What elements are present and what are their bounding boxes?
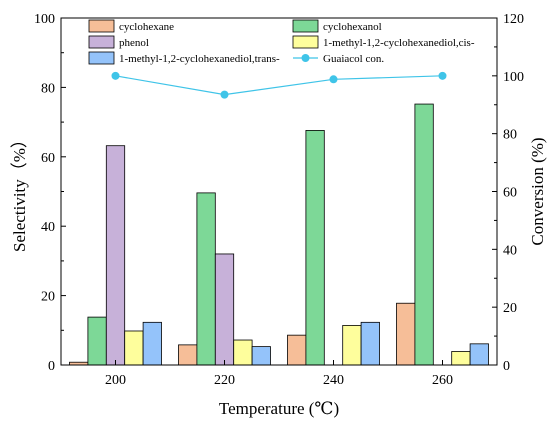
right-tick-label: 0: [503, 359, 510, 374]
legend-swatch-4: [292, 35, 319, 49]
axes: 0 20 40 60 80 100 0 20 40 60 80 100 120 200 220 240 260: [34, 12, 524, 388]
conversion-point-200: [111, 71, 120, 80]
conversion-point-240: [329, 75, 338, 84]
legend-label-6: Guaiacol con.: [323, 53, 384, 65]
bar-5-220: [251, 346, 271, 366]
right-tick-label: 20: [503, 301, 517, 316]
bar-1-220: [178, 344, 198, 366]
left-tick-label: 100: [34, 12, 55, 27]
bar-group: [69, 103, 489, 366]
bar-2-200: [87, 316, 107, 366]
conversion-point-220: [220, 90, 229, 99]
right-tick-label: 100: [503, 70, 524, 85]
conversion-line-group: [111, 71, 447, 99]
right-tick-label: 40: [503, 243, 517, 258]
legend-swatch-2: [292, 19, 319, 33]
right-tick-label: 80: [503, 128, 517, 143]
right-axis-title: Conversion (%): [528, 137, 547, 245]
x-axis-title: Temperature (℃): [219, 399, 339, 418]
bar-4-260: [451, 351, 471, 366]
legend-marker-swatch: [301, 54, 310, 62]
legend-swatch-5: [88, 51, 115, 65]
bar-2-240: [305, 130, 325, 366]
conversion-line: [115, 75, 443, 96]
bar-4-200: [124, 330, 144, 366]
x-tick-label: 220: [214, 373, 235, 388]
legend-label-5: 1-methyl-1,2-cyclohexanediol,trans-: [119, 53, 280, 65]
bar-4-220: [233, 339, 253, 366]
bar-5-240: [360, 321, 380, 366]
legend-label-1: cyclohexane: [119, 21, 174, 33]
bar-2-260: [414, 103, 434, 366]
bar-3-200: [105, 145, 126, 366]
legend: cyclohexane cyclohexanol phenol 1-methyl-1,…: [88, 19, 475, 65]
left-tick-label: 20: [41, 290, 55, 305]
bar-5-200: [142, 321, 162, 366]
bar-1-260: [396, 302, 416, 366]
bar-2-220: [196, 192, 216, 366]
legend-swatch-3: [88, 35, 115, 49]
left-tick-label: 60: [41, 151, 55, 166]
bar-4-240: [342, 325, 362, 366]
bar-5-260: [469, 343, 489, 366]
legend-label-4: 1-methyl-1,2-cyclohexanediol,cis-: [323, 37, 475, 49]
right-tick-label: 60: [503, 186, 517, 201]
conversion-point-260: [438, 71, 447, 80]
x-tick-label: 240: [323, 373, 344, 388]
left-tick-label: 0: [48, 359, 55, 374]
bar-1-240: [287, 334, 307, 366]
legend-label-3: phenol: [119, 37, 149, 49]
legend-swatch-1: [88, 19, 115, 33]
right-tick-label: 120: [503, 12, 524, 27]
bar-3-220: [214, 253, 235, 366]
left-axis-title: Selectivity（%）: [10, 131, 29, 252]
x-tick-label: 200: [105, 373, 126, 388]
left-tick-label: 80: [41, 81, 55, 96]
legend-label-2: cyclohexanol: [323, 21, 382, 33]
x-tick-label: 260: [432, 373, 453, 388]
left-tick-label: 40: [41, 220, 55, 235]
